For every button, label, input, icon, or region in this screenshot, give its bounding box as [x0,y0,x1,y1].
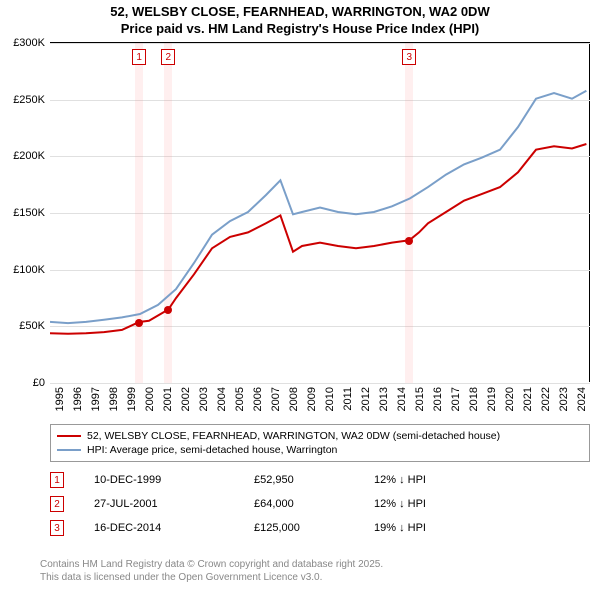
chart-area: £0£50K£100K£150K£200K£250K£300K199519961… [50,42,590,382]
title-line-2: Price paid vs. HM Land Registry's House … [121,21,480,36]
footer-attribution: Contains HM Land Registry data © Crown c… [40,558,383,584]
x-axis-label: 2009 [306,387,318,411]
x-axis-label: 2005 [234,387,246,411]
series-line-hpi [50,91,586,323]
event-row-price: £125,000 [254,522,374,534]
x-axis-label: 2004 [216,387,228,411]
y-axis-label: £150K [13,207,45,219]
x-axis-label: 1995 [54,387,66,411]
x-axis-label: 2000 [144,387,156,411]
x-axis-label: 2017 [450,387,462,411]
footer-line-2: This data is licensed under the Open Gov… [40,572,322,583]
x-axis-label: 2018 [468,387,480,411]
x-axis-label: 1999 [126,387,138,411]
x-axis-label: 2023 [558,387,570,411]
y-axis-label: £50K [19,320,45,332]
x-axis-label: 2022 [540,387,552,411]
footer-line-1: Contains HM Land Registry data © Crown c… [40,559,383,570]
event-row-price: £52,950 [254,474,374,486]
event-row-num: 1 [50,472,64,488]
event-row: 1 10-DEC-1999£52,95012% ↓ HPI [40,468,590,492]
series-line-price_paid [50,144,586,334]
event-row-date: 27-JUL-2001 [94,498,254,510]
x-axis-label: 2020 [504,387,516,411]
x-axis-label: 2001 [162,387,174,411]
x-axis-label: 2014 [396,387,408,411]
chart-title: 52, WELSBY CLOSE, FEARNHEAD, WARRINGTON,… [0,0,600,38]
chart-container: 52, WELSBY CLOSE, FEARNHEAD, WARRINGTON,… [0,0,600,590]
event-row-delta: 12% ↓ HPI [374,498,514,510]
x-axis-label: 2011 [342,387,354,411]
legend-label: HPI: Average price, semi-detached house,… [87,444,337,456]
legend-swatch [57,449,81,451]
legend: 52, WELSBY CLOSE, FEARNHEAD, WARRINGTON,… [50,424,590,462]
x-axis-label: 2007 [270,387,282,411]
x-axis-label: 2003 [198,387,210,411]
y-axis-label: £200K [13,150,45,162]
event-row: 3 16-DEC-2014£125,00019% ↓ HPI [40,516,590,540]
x-axis-label: 2002 [180,387,192,411]
y-axis-label: £300K [13,37,45,49]
event-row-num: 2 [50,496,64,512]
x-axis-label: 2008 [288,387,300,411]
x-axis-label: 2015 [414,387,426,411]
event-row-num: 3 [50,520,64,536]
legend-item: HPI: Average price, semi-detached house,… [57,443,583,457]
x-axis-label: 2012 [360,387,372,411]
legend-swatch [57,435,81,437]
y-axis-label: £100K [13,264,45,276]
x-axis-label: 2010 [324,387,336,411]
x-axis-label: 2013 [378,387,390,411]
event-table: 1 10-DEC-1999£52,95012% ↓ HPI 2 27-JUL-2001… [40,468,590,540]
x-axis-label: 2019 [486,387,498,411]
event-row-date: 16-DEC-2014 [94,522,254,534]
event-row-price: £64,000 [254,498,374,510]
event-row-delta: 19% ↓ HPI [374,522,514,534]
line-chart-svg [50,42,590,382]
x-axis-label: 2016 [432,387,444,411]
legend-label: 52, WELSBY CLOSE, FEARNHEAD, WARRINGTON,… [87,430,500,442]
x-axis-label: 2021 [522,387,534,411]
x-axis-label: 1997 [90,387,102,411]
title-line-1: 52, WELSBY CLOSE, FEARNHEAD, WARRINGTON,… [110,4,489,19]
y-axis-label: £0 [33,377,45,389]
event-row-delta: 12% ↓ HPI [374,474,514,486]
x-axis-label: 1996 [72,387,84,411]
legend-item: 52, WELSBY CLOSE, FEARNHEAD, WARRINGTON,… [57,429,583,443]
x-axis-label: 2024 [576,387,588,411]
x-axis-label: 1998 [108,387,120,411]
x-axis-label: 2006 [252,387,264,411]
event-row: 2 27-JUL-2001£64,00012% ↓ HPI [40,492,590,516]
y-axis-label: £250K [13,94,45,106]
gridline-h [50,383,590,384]
event-row-date: 10-DEC-1999 [94,474,254,486]
